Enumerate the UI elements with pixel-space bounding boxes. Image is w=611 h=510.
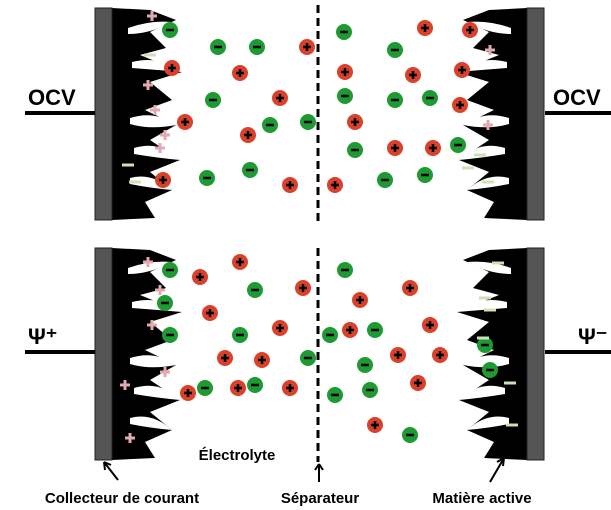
anion bbox=[377, 172, 393, 188]
cation bbox=[390, 347, 406, 363]
cation bbox=[422, 317, 438, 333]
collector-label: Collecteur de courant bbox=[45, 490, 199, 507]
active-material-label: Matière active bbox=[432, 490, 531, 507]
anion bbox=[162, 262, 178, 278]
cation bbox=[180, 385, 196, 401]
anion bbox=[327, 387, 343, 403]
cation bbox=[232, 254, 248, 270]
cation bbox=[282, 380, 298, 396]
cation bbox=[282, 177, 298, 193]
anion bbox=[300, 350, 316, 366]
left-electrode bbox=[95, 8, 182, 220]
anion bbox=[247, 377, 263, 393]
anion bbox=[232, 327, 248, 343]
anion bbox=[242, 162, 258, 178]
cation bbox=[240, 127, 256, 143]
anion bbox=[367, 322, 383, 338]
anion bbox=[402, 427, 418, 443]
bottom-panel: Ψ⁺ Ψ⁻ bbox=[25, 248, 611, 462]
cation bbox=[417, 20, 433, 36]
anion bbox=[247, 282, 263, 298]
cation bbox=[217, 350, 233, 366]
top-panel: OCV OCV bbox=[25, 5, 611, 222]
cation bbox=[202, 305, 218, 321]
cation bbox=[299, 39, 315, 55]
cation bbox=[367, 417, 383, 433]
cation bbox=[254, 352, 270, 368]
right-electrode bbox=[457, 248, 544, 460]
anion bbox=[337, 88, 353, 104]
anion bbox=[199, 170, 215, 186]
anion bbox=[336, 24, 352, 40]
cation bbox=[164, 60, 180, 76]
anion bbox=[162, 327, 178, 343]
anion bbox=[157, 295, 173, 311]
cation bbox=[347, 114, 363, 130]
anion bbox=[210, 39, 226, 55]
right-electrode bbox=[457, 8, 544, 220]
anion bbox=[337, 262, 353, 278]
anion bbox=[322, 327, 338, 343]
cation bbox=[230, 380, 246, 396]
lead-label: Ψ⁺ bbox=[28, 324, 57, 349]
anion bbox=[387, 92, 403, 108]
cation bbox=[337, 64, 353, 80]
cation bbox=[462, 22, 478, 38]
anion bbox=[422, 90, 438, 106]
anion bbox=[262, 117, 278, 133]
anion bbox=[482, 362, 498, 378]
cation bbox=[425, 140, 441, 156]
anion bbox=[249, 39, 265, 55]
cation bbox=[232, 65, 248, 81]
cation bbox=[432, 347, 448, 363]
cation bbox=[327, 177, 343, 193]
anion bbox=[362, 382, 378, 398]
arrows bbox=[104, 458, 504, 482]
lead-label: OCV bbox=[28, 85, 76, 110]
cation bbox=[410, 375, 426, 391]
separator-label: Séparateur bbox=[281, 490, 360, 507]
left-electrode bbox=[95, 248, 182, 460]
anion bbox=[197, 380, 213, 396]
cation bbox=[295, 280, 311, 296]
cation bbox=[272, 90, 288, 106]
cation bbox=[352, 292, 368, 308]
anion bbox=[357, 357, 373, 373]
diagram: OCV OCV Ψ⁺ Ψ⁻ Électrolyte Collecteur de … bbox=[0, 0, 611, 510]
anion bbox=[300, 114, 316, 130]
cation bbox=[402, 280, 418, 296]
cation bbox=[192, 269, 208, 285]
cation bbox=[155, 172, 171, 188]
cation bbox=[342, 322, 358, 338]
lead-label: Ψ⁻ bbox=[578, 324, 607, 349]
anion bbox=[205, 92, 221, 108]
electrolyte-label: Électrolyte bbox=[199, 447, 276, 464]
anion bbox=[387, 42, 403, 58]
cation bbox=[177, 114, 193, 130]
anion bbox=[417, 167, 433, 183]
anion bbox=[450, 137, 466, 153]
cation bbox=[405, 67, 421, 83]
cation bbox=[272, 320, 288, 336]
cation bbox=[452, 97, 468, 113]
cation bbox=[387, 140, 403, 156]
cation bbox=[454, 62, 470, 78]
anion bbox=[347, 142, 363, 158]
anion bbox=[162, 22, 178, 38]
lead-label: OCV bbox=[553, 85, 601, 110]
